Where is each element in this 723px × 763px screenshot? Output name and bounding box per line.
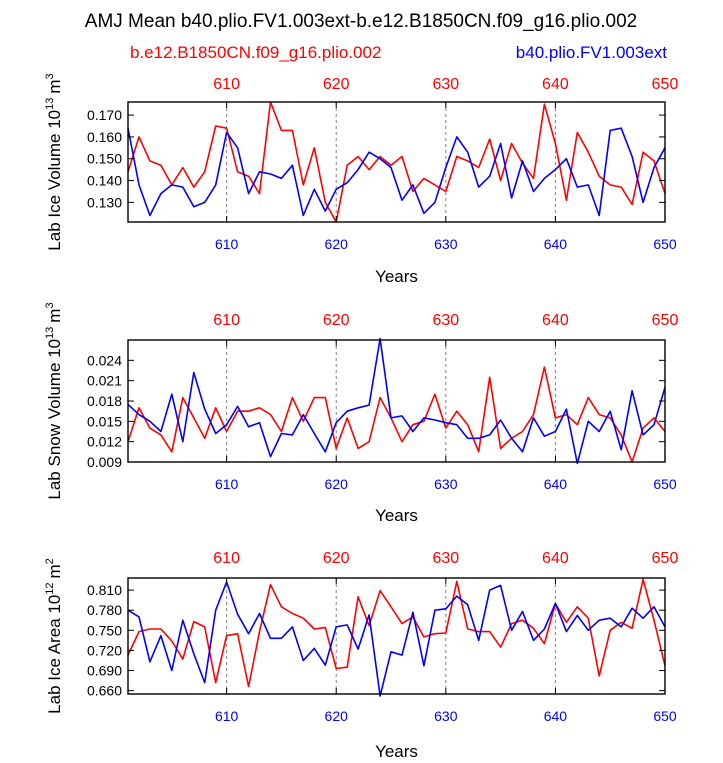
y-axis-label-exponent: 13: [44, 98, 56, 110]
legend-label-blue-series: b40.plio.FV1.003ext: [516, 43, 667, 62]
y-axis-label-exponent: 12: [44, 582, 56, 594]
x-axis-label: Years: [375, 742, 418, 758]
y-axis-label-exponent: 13: [44, 327, 56, 339]
plot-frame: [127, 577, 666, 695]
x-tick-label-top: 610: [213, 550, 240, 567]
x-tick-label-top: 610: [213, 76, 240, 93]
x-tick-label-top: 620: [323, 76, 350, 93]
y-tick-label: 0.015: [87, 413, 122, 429]
y-tick-label: 0.024: [87, 352, 122, 368]
x-tick-label-bottom: 640: [544, 236, 568, 252]
y-axis-label-unit: m: [45, 564, 64, 578]
plot-frame: [127, 339, 666, 463]
y-tick-label: 0.021: [87, 373, 122, 389]
y-axis-label-text: Lab Ice Area 10: [45, 595, 64, 714]
x-tick-label-bottom: 650: [653, 708, 677, 724]
x-tick-label-bottom: 650: [653, 476, 677, 492]
x-axis-label: Years: [375, 506, 418, 525]
plot-frame: [127, 101, 666, 223]
x-tick-label-bottom: 620: [325, 476, 349, 492]
y-tick-label: 0.140: [87, 173, 122, 189]
x-tick-label-top: 650: [652, 76, 679, 93]
y-axis-label-unit-exponent: 3: [44, 73, 56, 79]
series-line-blue: [127, 337, 666, 465]
x-tick-label-top: 610: [213, 312, 240, 329]
y-axis-label: Lab Snow Volume 1013 m3: [44, 302, 64, 499]
y-axis-label-unit: m: [45, 309, 64, 323]
x-tick-label-bottom: 620: [325, 236, 349, 252]
x-tick-label-bottom: 610: [215, 708, 239, 724]
x-tick-label-top: 640: [542, 76, 569, 93]
x-tick-label-top: 630: [432, 550, 459, 567]
series-line-blue: [127, 581, 666, 697]
y-tick-label: 0.720: [87, 642, 122, 658]
series-line-blue: [127, 127, 666, 217]
legend-label-red-series: b.e12.B1850CN.f09_g16.plio.002: [130, 43, 381, 62]
x-tick-label-bottom: 630: [434, 708, 458, 724]
y-tick-label: 0.810: [87, 582, 122, 598]
y-tick-label: 0.150: [87, 151, 122, 167]
x-tick-label-top: 640: [542, 550, 569, 567]
x-tick-label-top: 650: [652, 550, 679, 567]
y-axis-label-text: Lab Ice Volume 10: [45, 110, 64, 251]
y-tick-label: 0.009: [87, 454, 122, 470]
series-line-red: [127, 101, 666, 223]
x-tick-label-top: 630: [432, 312, 459, 329]
y-axis-label-unit-exponent: 3: [44, 302, 56, 308]
y-axis-label-unit-exponent: 2: [44, 558, 56, 564]
x-tick-label-top: 620: [323, 550, 350, 567]
y-axis-label-text: Lab Snow Volume 10: [45, 339, 64, 500]
y-tick-label: 0.130: [87, 194, 122, 210]
x-tick-label-bottom: 610: [215, 476, 239, 492]
x-tick-label-bottom: 640: [544, 476, 568, 492]
figure-title: AMJ Mean b40.plio.FV1.003ext-b.e12.B1850…: [85, 11, 637, 32]
y-tick-label: 0.780: [87, 602, 122, 618]
x-tick-label-top: 650: [652, 312, 679, 329]
chart-panel-2: 0.009 0.012 0.015 0.018 0.021 0.024 610 610 620 6…: [44, 302, 678, 525]
y-tick-label: 0.018: [87, 393, 122, 409]
y-axis-label: Lab Ice Area 1012 m2: [44, 558, 64, 714]
y-axis-label-unit: m: [45, 79, 64, 93]
x-tick-label-bottom: 630: [434, 476, 458, 492]
x-tick-label-bottom: 640: [544, 708, 568, 724]
series-line-red: [127, 578, 666, 688]
series-line-red: [127, 366, 666, 463]
x-tick-label-bottom: 650: [653, 236, 677, 252]
x-tick-label-bottom: 620: [325, 708, 349, 724]
chart-panel-3: 0.660 0.690 0.720 0.750 0.780 0.810 610 610 620 6…: [44, 550, 679, 761]
y-tick-label: 0.660: [87, 683, 122, 699]
x-tick-label-bottom: 630: [434, 236, 458, 252]
x-tick-label-top: 630: [432, 76, 459, 93]
y-tick-label: 0.750: [87, 622, 122, 638]
y-tick-label: 0.170: [87, 107, 122, 123]
chart-panel-1: 0.130 0.140 0.150 0.160 0.170 610 610 620 620 630…: [44, 73, 678, 286]
y-tick-label: 0.012: [87, 434, 122, 450]
y-axis-label: Lab Ice Volume 1013 m3: [44, 73, 64, 250]
y-tick-label: 0.690: [87, 663, 122, 679]
x-tick-label-top: 620: [323, 312, 350, 329]
x-axis-label: Years: [375, 267, 418, 286]
y-tick-label: 0.160: [87, 129, 122, 145]
x-tick-label-bottom: 610: [215, 236, 239, 252]
x-tick-label-top: 640: [542, 312, 569, 329]
